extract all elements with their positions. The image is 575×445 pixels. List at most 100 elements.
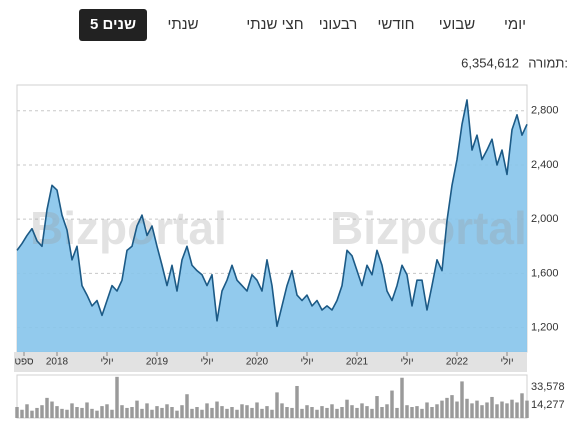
- volume-bar: [150, 409, 154, 418]
- volume-bar: [300, 408, 304, 418]
- volume-bar: [335, 408, 339, 418]
- volume-bar: [50, 401, 54, 418]
- volume-bar: [125, 407, 129, 418]
- volume-bar: [360, 403, 364, 418]
- volume-bar: [15, 407, 19, 418]
- turnover-label: תמורה:: [528, 55, 568, 70]
- volume-bar: [85, 402, 89, 418]
- x-tick-label: ספט: [14, 357, 34, 368]
- volume-bar: [135, 400, 139, 418]
- tab-label: חודשי: [378, 16, 415, 33]
- tab-label: רבעוני: [319, 16, 358, 33]
- volume-bar: [245, 405, 249, 418]
- volume-bar: [75, 407, 79, 418]
- y-tick-label: 1,200: [531, 322, 559, 334]
- volume-bar: [410, 407, 414, 418]
- price-area: [17, 99, 527, 352]
- volume-bar: [60, 408, 64, 418]
- volume-bar: [175, 410, 179, 418]
- volume-bar: [450, 395, 454, 418]
- volume-bar: [520, 393, 524, 418]
- volume-bar: [435, 404, 439, 418]
- y-tick-label: 2,000: [531, 213, 559, 225]
- volume-bar: [140, 408, 144, 418]
- tab[interactable]: רבעוני: [319, 16, 358, 33]
- volume-bar: [235, 409, 239, 418]
- volume-bar: [155, 406, 159, 418]
- turnover-value: 6,354,612: [461, 55, 519, 70]
- watermark: Bizportal: [330, 202, 527, 254]
- volume-bar: [330, 404, 334, 418]
- volume-bar: [260, 408, 264, 418]
- volume-bar: [445, 397, 449, 418]
- volume-bar: [120, 405, 124, 418]
- volume-bar: [170, 407, 174, 418]
- volume-bar: [385, 404, 389, 418]
- volume-bar: [255, 402, 259, 418]
- volume-bar: [365, 406, 369, 418]
- tab-label: שבועי: [439, 16, 475, 33]
- volume-bar: [505, 403, 509, 418]
- volume-bar: [495, 404, 499, 418]
- volume-bar: [200, 409, 204, 418]
- watermark: Bizportal: [30, 202, 227, 254]
- volume-bar: [395, 407, 399, 418]
- x-tick-label: 2020: [246, 357, 269, 368]
- volume-bar: [55, 406, 59, 418]
- volume-bar: [90, 408, 94, 418]
- volume-bar: [185, 394, 189, 418]
- tab-label: חצי שנתי: [246, 16, 303, 33]
- volume-bar: [250, 407, 254, 418]
- tab[interactable]: 5 שנים: [79, 9, 147, 41]
- volume-bar: [305, 405, 309, 418]
- volume-bar: [110, 409, 114, 418]
- tab-selected-bg: [79, 9, 147, 41]
- volume-bar: [215, 401, 219, 418]
- volume-bar: [195, 407, 199, 418]
- volume-bar: [455, 401, 459, 418]
- volume-bar: [525, 400, 529, 418]
- volume-bar: [440, 400, 444, 418]
- tab[interactable]: שנתי: [167, 16, 198, 33]
- volume-bar: [320, 406, 324, 418]
- volume-bar: [380, 407, 384, 418]
- volume-bar: [105, 404, 109, 418]
- volume-bar: [180, 405, 184, 418]
- volume-bar: [225, 408, 229, 418]
- tab[interactable]: חצי שנתי: [246, 16, 303, 33]
- tab-label: יומי: [504, 16, 526, 33]
- x-tick-label: יולי: [400, 356, 413, 368]
- volume-bar: [325, 407, 329, 418]
- x-tick-label: 2022: [446, 357, 469, 368]
- volume-bar: [100, 406, 104, 418]
- x-tick-label: יולי: [200, 356, 213, 368]
- y-tick-label: 2,400: [531, 159, 559, 171]
- volume-bar: [210, 407, 214, 418]
- tab[interactable]: שבועי: [439, 16, 475, 33]
- volume-bar: [340, 407, 344, 418]
- volume-bar: [95, 410, 99, 418]
- volume-bar: [370, 408, 374, 418]
- volume-bar: [230, 407, 234, 418]
- volume-bar: [145, 403, 149, 418]
- volume-bar: [480, 405, 484, 418]
- volume-bar: [220, 406, 224, 418]
- volume-bar: [280, 403, 284, 418]
- volume-bar: [490, 396, 494, 418]
- volume-bar: [65, 409, 69, 418]
- volume-bar: [355, 407, 359, 418]
- tab[interactable]: יומי: [504, 16, 526, 33]
- x-tick-label: יולי: [500, 356, 513, 368]
- volume-bar: [80, 407, 84, 418]
- x-tick-label: 2019: [146, 357, 169, 368]
- tab[interactable]: חודשי: [378, 16, 415, 33]
- volume-bar: [430, 407, 434, 418]
- volume-bar: [30, 410, 34, 418]
- volume-bar: [40, 405, 44, 418]
- volume-bar: [510, 399, 514, 418]
- volume-bar: [460, 381, 464, 418]
- volume-bar: [475, 400, 479, 418]
- volume-bar: [205, 403, 209, 418]
- volume-bar: [485, 402, 489, 418]
